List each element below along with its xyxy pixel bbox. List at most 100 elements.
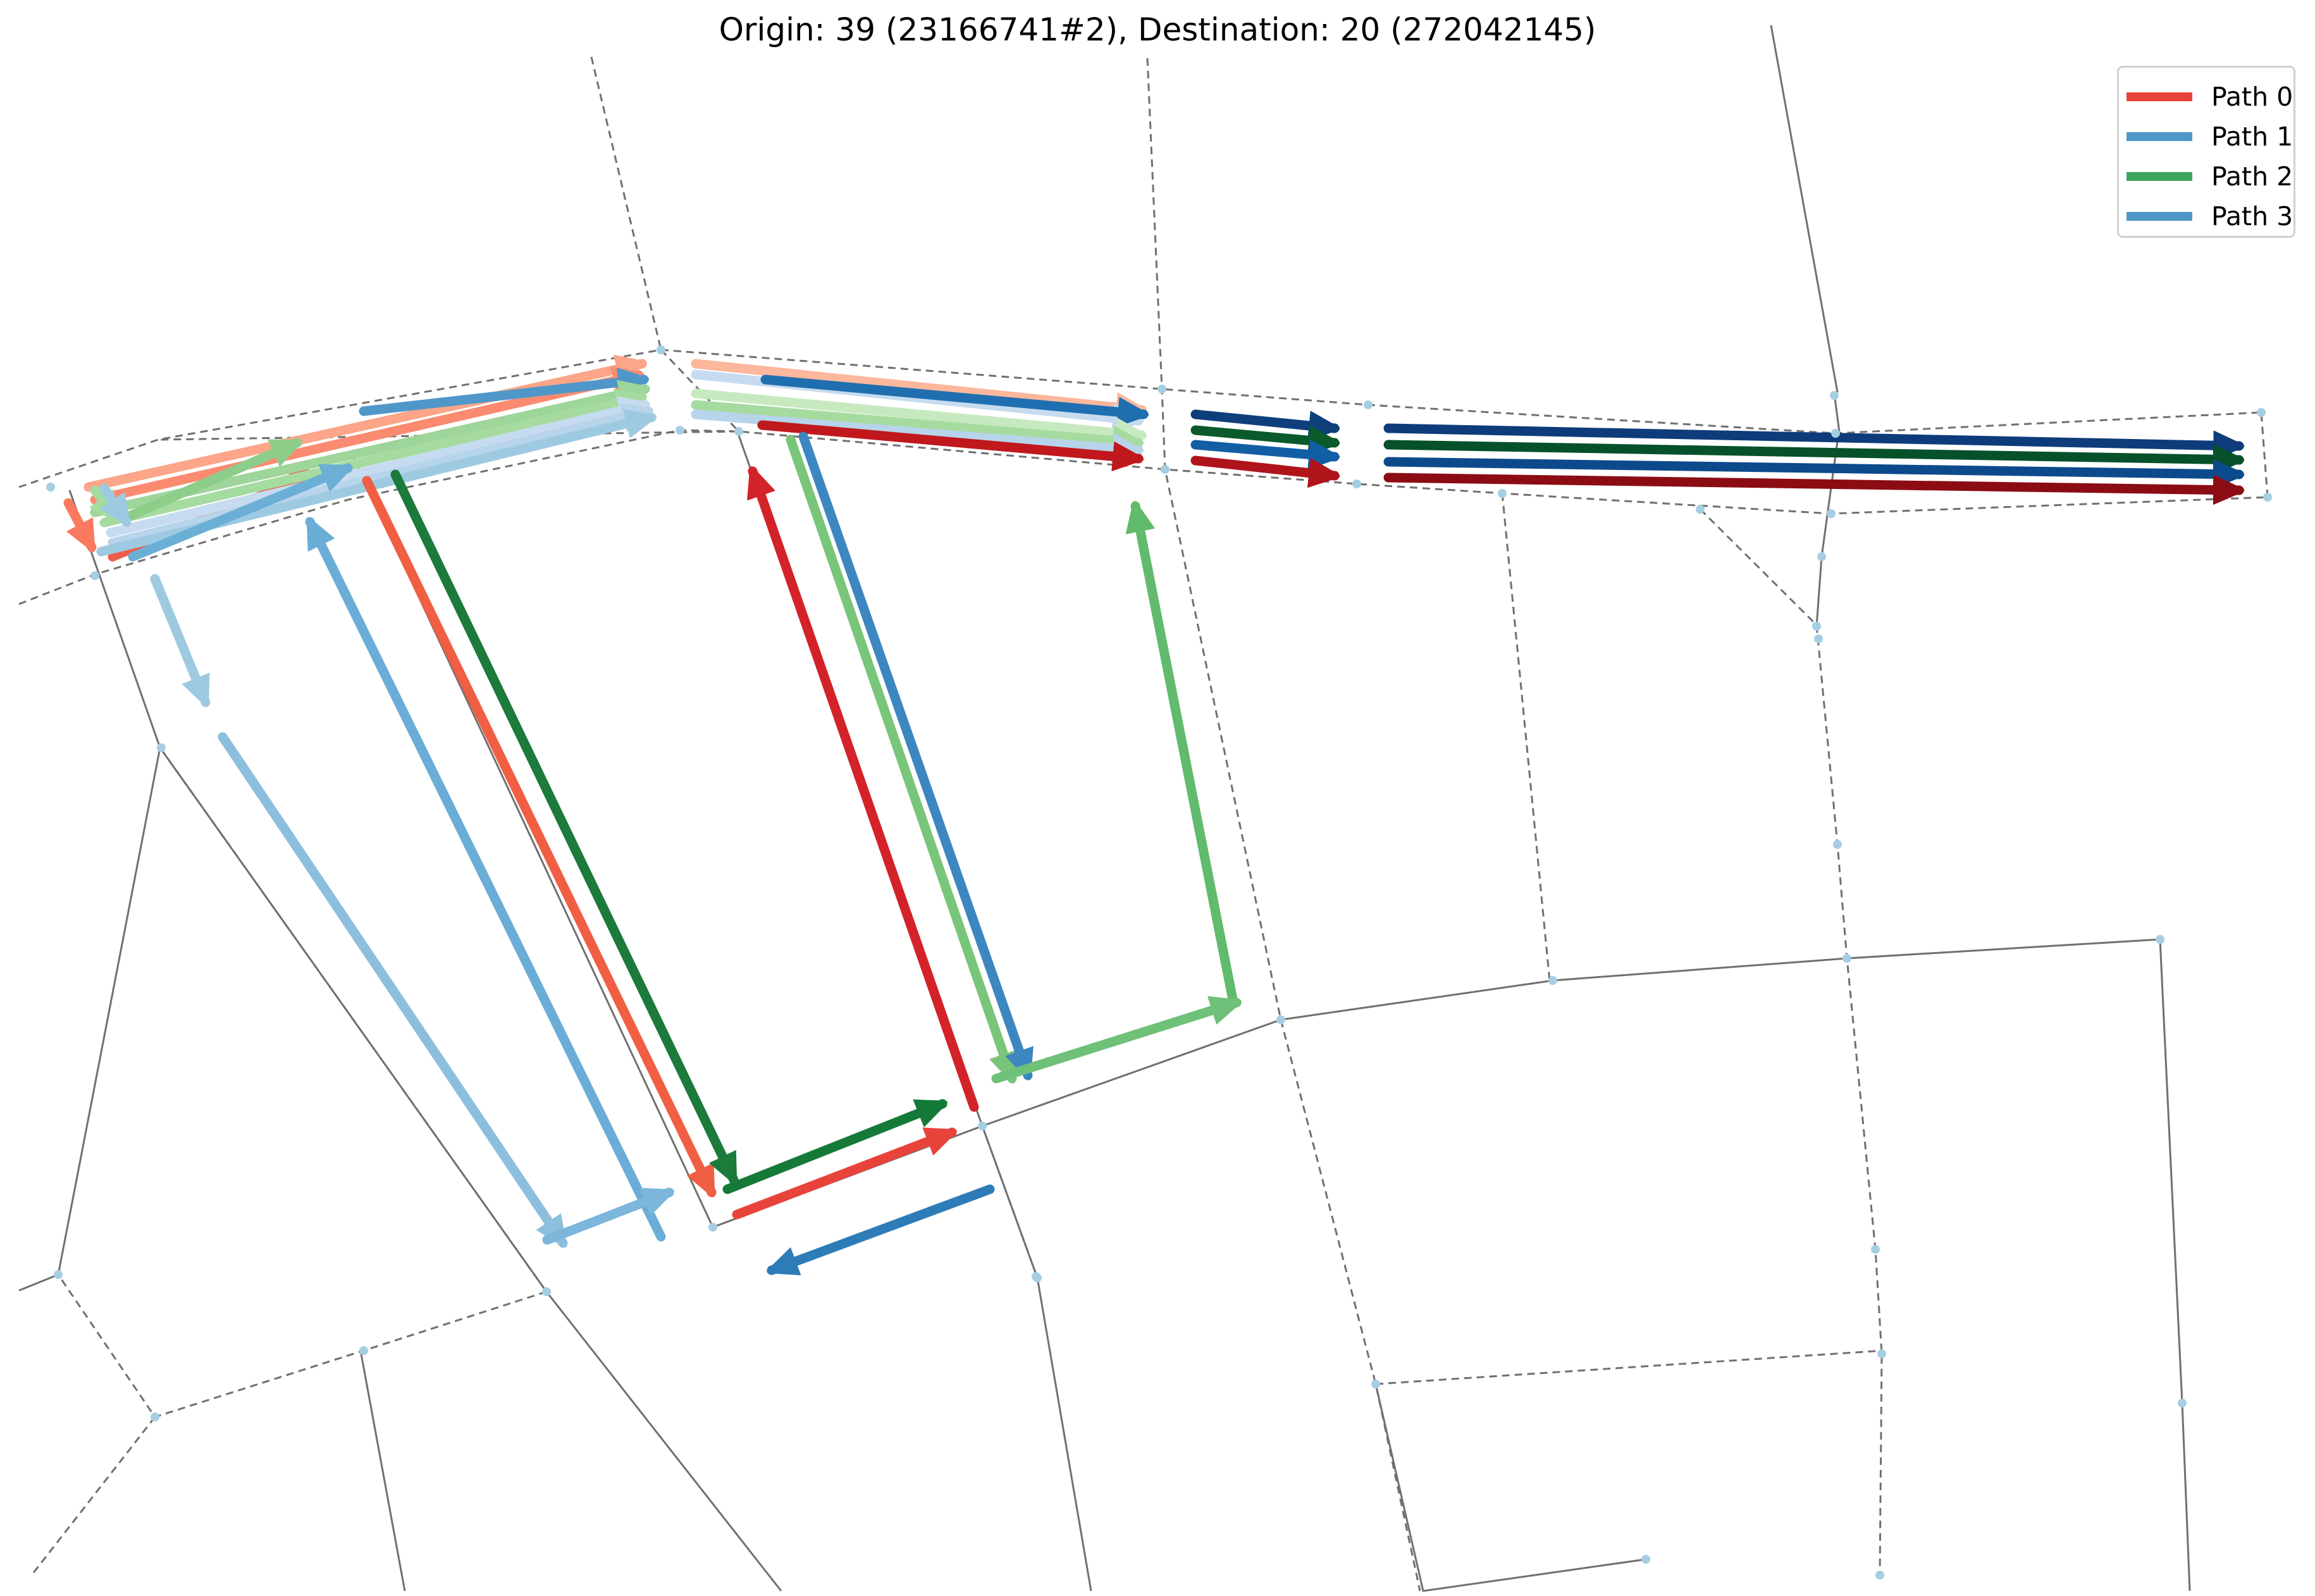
road-segment: [1770, 25, 1839, 393]
route-arrow: [362, 476, 717, 1192]
route-arrow: [99, 397, 642, 528]
route-arrow: [691, 359, 1142, 410]
route-arrow: [128, 463, 348, 562]
route-arrow: [104, 483, 132, 527]
road-segment-dashed: [1375, 1349, 1884, 1385]
route-arrow: [106, 405, 645, 538]
road-segment-dashed: [2260, 412, 2269, 498]
road-network: [18, 25, 2269, 1592]
legend-item-path-3: Path 3: [2127, 196, 2293, 236]
road-segment-dashed: [18, 429, 2268, 605]
road-segment: [1374, 1383, 1646, 1592]
road-node: [1812, 622, 1821, 631]
legend-label-path-1: Path 1: [2211, 121, 2293, 152]
legend-item-path-2: Path 2: [2127, 156, 2293, 196]
road-node: [46, 483, 55, 492]
road-node: [359, 1346, 368, 1355]
road-node: [1827, 509, 1836, 518]
road-node: [1814, 634, 1823, 643]
route-arrow: [218, 732, 568, 1248]
road-segment: [981, 1125, 1092, 1592]
legend: Path 0 Path 1 Path 2 Path 3: [2117, 66, 2295, 238]
legend-item-path-0: Path 0: [2127, 77, 2293, 116]
road-node: [2178, 1399, 2187, 1407]
road-node: [1833, 840, 1842, 849]
road-node: [90, 571, 99, 580]
route-arrow: [991, 1003, 1237, 1084]
road-node: [2257, 408, 2266, 417]
route-arrow: [118, 438, 297, 524]
road-node: [2263, 493, 2272, 502]
road-segment-dashed: [57, 1274, 547, 1418]
road-segment: [1815, 431, 1840, 627]
route-arrow: [691, 409, 1139, 450]
road-segment-dashed: [590, 56, 662, 350]
route-arrow: [1190, 445, 1335, 457]
route-arrow: [83, 364, 642, 492]
road-nodes: [46, 345, 2272, 1580]
route-arrow: [1135, 506, 1238, 1008]
route-arrow: [1383, 423, 2239, 446]
road-node: [1641, 1555, 1650, 1564]
road-segment: [18, 490, 161, 1292]
road-node: [54, 1270, 63, 1279]
road-node: [1843, 954, 1851, 963]
route-arrow: [1383, 473, 2239, 490]
road-node: [151, 1413, 159, 1421]
route-arrow: [1383, 440, 2239, 460]
road-node: [708, 1223, 717, 1232]
road-segment-dashed: [1699, 508, 1883, 1576]
route-arrow: [1190, 409, 1335, 428]
route-arrow: [757, 420, 1139, 459]
route-arrow: [1190, 455, 1335, 476]
route-arrow: [390, 469, 739, 1180]
road-node: [1696, 505, 1705, 514]
road-segment-dashed: [1146, 58, 1421, 1592]
road-node: [1875, 1571, 1884, 1580]
road-node: [1276, 1015, 1285, 1024]
road-node: [157, 743, 166, 752]
road-node: [657, 345, 665, 354]
route-arrow: [760, 374, 1144, 414]
route-arrow: [772, 1184, 995, 1270]
route-arrow: [722, 1099, 942, 1194]
road-node: [1032, 1272, 1040, 1281]
route-arrow: [108, 411, 648, 548]
route-arrow: [691, 388, 1142, 435]
road-node: [1817, 552, 1826, 561]
road-node: [1364, 400, 1373, 409]
legend-label-path-3: Path 3: [2211, 201, 2293, 232]
road-segment: [2159, 939, 2191, 1592]
route-arrow: [63, 498, 97, 547]
road-node: [978, 1122, 987, 1130]
road-node: [1371, 1380, 1380, 1389]
route-arrow: [753, 471, 979, 1112]
road-segment-dashed: [1501, 493, 1551, 981]
route-arrow: [150, 574, 211, 702]
road-node: [1352, 479, 1361, 488]
route-arrow: [90, 375, 639, 505]
route-arrow: [732, 1132, 952, 1220]
route-arrow: [542, 1187, 669, 1245]
route-arrow: [786, 435, 1012, 1079]
legend-swatch-path-1: [2127, 132, 2192, 141]
road-segment-dashed: [981, 1125, 1039, 1278]
route-arrow: [1383, 457, 2239, 474]
legend-swatch-path-0: [2127, 92, 2192, 101]
legend-swatch-path-3: [2127, 211, 2192, 221]
map-title: Origin: 39 (23166741#2), Destination: 20…: [719, 11, 1596, 48]
road-node: [1158, 385, 1166, 393]
road-node: [1498, 489, 1507, 498]
road-node: [676, 426, 684, 435]
road-node: [734, 427, 743, 436]
legend-label-path-2: Path 2: [2211, 161, 2293, 192]
road-node: [542, 1287, 551, 1296]
road-node: [1877, 1349, 1886, 1358]
road-segment: [159, 747, 782, 1592]
road-segment-dashed: [30, 1416, 156, 1576]
route-arrow: [1190, 425, 1335, 443]
road-node: [1548, 976, 1557, 985]
road-segment-dashed: [159, 747, 548, 1292]
road-node: [1161, 465, 1170, 474]
